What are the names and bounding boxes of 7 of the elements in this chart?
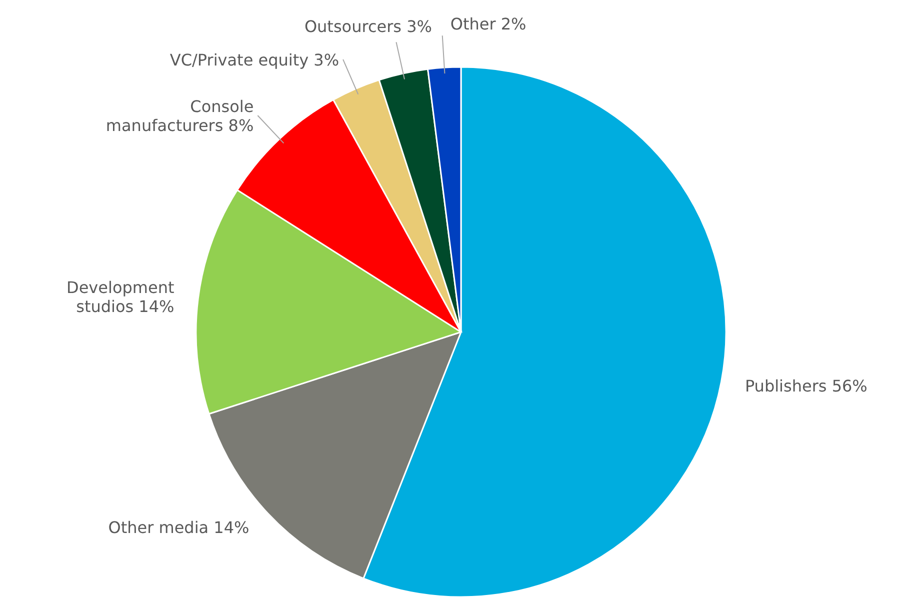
slice-label: Development studios 14% [66,278,174,316]
slice-label: Outsourcers 3% [304,17,432,36]
slice-label: Other 2% [450,14,526,34]
slice-label: Publishers 56% [744,376,868,396]
slice-label: Console manufacturers 8% [106,96,254,135]
slice-label: VC/Private equity 3% [170,50,340,70]
slice-label: Other media 14% [108,518,250,538]
